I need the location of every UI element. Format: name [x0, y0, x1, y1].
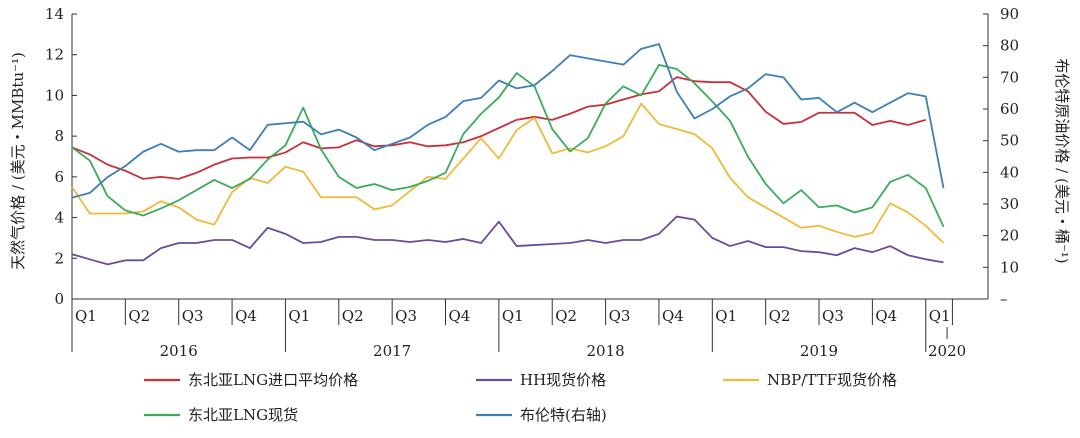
y-right-tick-label: 10	[1000, 258, 1019, 276]
quarter-label: Q2	[769, 307, 791, 325]
y-right-tick-label: 60	[1000, 100, 1019, 118]
year-label: 2016	[160, 342, 198, 360]
y-left-tick-label: 4	[54, 209, 64, 227]
axes: 0 2 4 6 8 10 12 14 – 10 20 30 40 50 60 70 80 90 Q1 Q2 Q3 Q4 Q1…	[45, 5, 1019, 360]
quarter-label: Q3	[182, 307, 204, 325]
y-right-tick-label: 80	[1000, 37, 1019, 55]
y-right-tick-label: 50	[1000, 132, 1019, 150]
y-right-tick-label: 70	[1000, 68, 1019, 86]
series-line	[71, 102, 945, 244]
series-line	[71, 43, 945, 199]
quarter-label: Q1	[929, 307, 951, 325]
quarter-label: Q3	[395, 307, 417, 325]
year-label: 2018	[586, 342, 624, 360]
y-left-tick-label: 8	[54, 127, 64, 145]
quarter-label: Q3	[609, 307, 631, 325]
year-label: 2019	[800, 342, 838, 360]
y-right-tick-label: 20	[1000, 227, 1019, 245]
quarter-label: Q4	[662, 307, 684, 325]
legend-label: 东北亚LNG进口平均价格	[188, 371, 358, 389]
quarter-label: Q3	[822, 307, 844, 325]
y-axis-left-label: 天然气价格 / (美元・MMBtu⁻¹)	[9, 52, 27, 270]
legend-label: HH现货价格	[520, 371, 606, 389]
y-axis-right-label: 布伦特原油价格 / (美元・桶⁻¹)	[1053, 58, 1071, 263]
quarter-label: Q1	[502, 307, 524, 325]
series-line	[71, 76, 926, 180]
y-right-tick-label: 90	[1000, 5, 1019, 23]
y-left-tick-label: 2	[54, 249, 64, 267]
y-right-tick-label: 40	[1000, 163, 1019, 181]
y-left-tick-label: 10	[45, 86, 64, 104]
quarter-label: Q2	[128, 307, 150, 325]
y-right-tick-label: 30	[1000, 195, 1019, 213]
y-left-tick-label: 12	[45, 46, 64, 64]
plot-series	[71, 43, 945, 266]
y-left-tick-label: 14	[45, 5, 64, 23]
legend-label: 东北亚LNG现货	[188, 406, 298, 424]
quarter-label: Q1	[75, 307, 97, 325]
quarter-label: Q1	[288, 307, 310, 325]
quarter-label: Q2	[342, 307, 364, 325]
year-label: 2020	[928, 342, 966, 360]
y-left-tick-label: 6	[54, 168, 64, 186]
quarter-label: Q4	[449, 307, 471, 325]
y-left-tick-label: 0	[54, 290, 64, 308]
series-line	[71, 215, 944, 266]
quarter-label: Q2	[555, 307, 577, 325]
legend-label: NBP/TTF现货价格	[767, 371, 897, 389]
y-right-tick-label: –	[1000, 290, 1008, 308]
quarter-label: Q1	[715, 307, 737, 325]
quarter-label: Q4	[235, 307, 257, 325]
legend-label: 布伦特(右轴)	[520, 406, 607, 424]
quarter-label: Q4	[875, 307, 897, 325]
year-label: 2017	[373, 342, 411, 360]
